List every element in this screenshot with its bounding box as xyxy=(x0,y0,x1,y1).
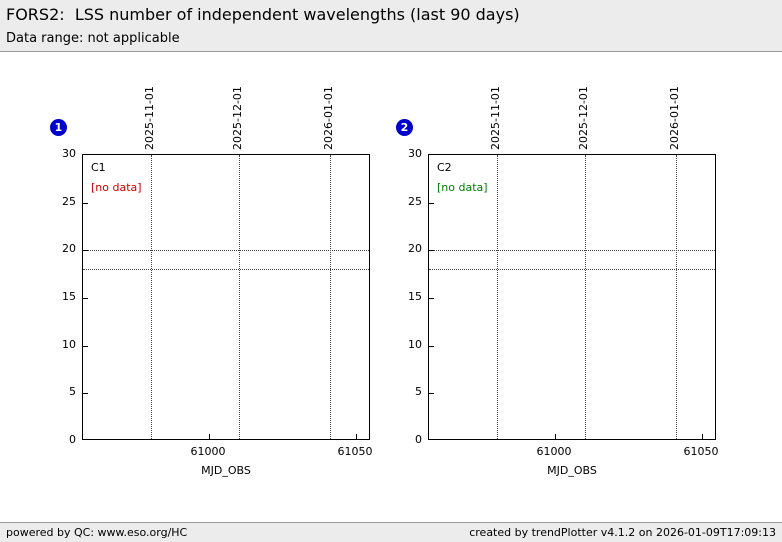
y-tick-label: 5 xyxy=(69,385,76,398)
gridline-vertical xyxy=(497,155,498,439)
plot-panel-2: 2 2025-11-01 2025-12-01 2026-01-01 30 25… xyxy=(386,70,732,505)
top-axis-date-label: 2025-12-01 xyxy=(577,86,590,150)
y-tick-label: 20 xyxy=(62,242,76,255)
x-tick-label: 61050 xyxy=(683,445,719,458)
y-tick-mark xyxy=(83,346,88,347)
y-tick-mark xyxy=(429,346,434,347)
reference-line xyxy=(429,250,715,251)
page-header: FORS2: LSS number of independent wavelen… xyxy=(0,0,782,52)
y-tick-mark xyxy=(429,203,434,204)
y-tick-label: 0 xyxy=(69,433,76,446)
footer-powered-by: powered by QC: www.eso.org/HC xyxy=(6,526,188,539)
page-footer: powered by QC: www.eso.org/HC created by… xyxy=(0,522,782,542)
y-tick-mark xyxy=(83,250,88,251)
plot-number-badge-1[interactable]: 1 xyxy=(50,119,67,136)
reference-line xyxy=(83,269,369,270)
y-tick-mark xyxy=(83,203,88,204)
y-tick-label: 15 xyxy=(62,290,76,303)
gridline-vertical xyxy=(151,155,152,439)
panel-id-label: C1 xyxy=(91,161,106,174)
y-tick-mark xyxy=(429,298,434,299)
gridline-vertical xyxy=(330,155,331,439)
x-tick-label: 61000 xyxy=(190,445,226,458)
gridline-vertical xyxy=(239,155,240,439)
x-tick-label: 61050 xyxy=(337,445,373,458)
y-tick-mark xyxy=(429,250,434,251)
top-axis-date-label: 2026-01-01 xyxy=(322,86,335,150)
gridline-vertical xyxy=(585,155,586,439)
top-axis-date-label: 2026-01-01 xyxy=(668,86,681,150)
y-tick-label: 25 xyxy=(408,195,422,208)
y-tick-label: 30 xyxy=(62,147,76,160)
top-axis-date-label: 2025-12-01 xyxy=(231,86,244,150)
top-axis-date-label: 2025-11-01 xyxy=(143,86,156,150)
y-tick-label: 30 xyxy=(408,147,422,160)
x-axis-label: MJD_OBS xyxy=(201,464,251,477)
y-tick-mark xyxy=(83,298,88,299)
x-tick-label: 61000 xyxy=(536,445,572,458)
plot-number-badge-2[interactable]: 2 xyxy=(396,119,413,136)
footer-created-by: created by trendPlotter v4.1.2 on 2026-0… xyxy=(469,526,776,539)
x-tick-mark xyxy=(356,434,357,439)
plot-area: C2 [no data] xyxy=(428,154,716,440)
y-tick-label: 20 xyxy=(408,242,422,255)
no-data-label: [no data] xyxy=(437,181,488,194)
y-tick-label: 10 xyxy=(62,338,76,351)
y-tick-mark xyxy=(429,393,434,394)
plot-panel-1: 1 2025-11-01 2025-12-01 2026-01-01 30 25… xyxy=(40,70,386,505)
page-title: FORS2: LSS number of independent wavelen… xyxy=(6,5,520,24)
gridline-vertical xyxy=(676,155,677,439)
y-tick-label: 0 xyxy=(415,433,422,446)
y-tick-label: 10 xyxy=(408,338,422,351)
x-axis-label: MJD_OBS xyxy=(547,464,597,477)
y-tick-label: 5 xyxy=(415,385,422,398)
data-range-subtitle: Data range: not applicable xyxy=(6,31,180,46)
top-axis-date-label: 2025-11-01 xyxy=(489,86,502,150)
x-tick-mark xyxy=(555,434,556,439)
no-data-label: [no data] xyxy=(91,181,142,194)
y-tick-label: 15 xyxy=(408,290,422,303)
x-tick-mark xyxy=(209,434,210,439)
reference-line xyxy=(83,250,369,251)
reference-line xyxy=(429,269,715,270)
x-tick-mark xyxy=(702,434,703,439)
panel-id-label: C2 xyxy=(437,161,452,174)
y-tick-mark xyxy=(83,393,88,394)
y-tick-label: 25 xyxy=(62,195,76,208)
plot-area: C1 [no data] xyxy=(82,154,370,440)
